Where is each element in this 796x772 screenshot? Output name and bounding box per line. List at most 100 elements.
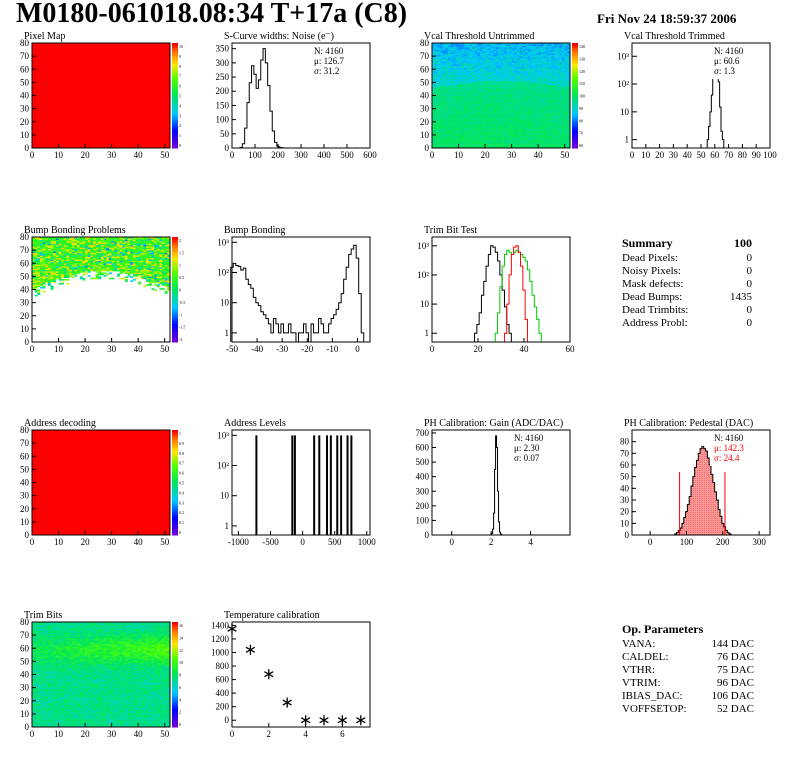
heatmap-cell bbox=[567, 120, 571, 123]
heatmap-cell bbox=[39, 271, 43, 273]
heatmap-cell bbox=[556, 141, 560, 144]
heatmap-cell bbox=[556, 91, 560, 94]
heatmap-cell bbox=[548, 99, 552, 102]
heatmap-cell bbox=[543, 65, 547, 67]
heatmap-cell bbox=[45, 261, 49, 264]
y-tick-label: 70 bbox=[20, 51, 30, 61]
heatmap-cell bbox=[482, 96, 486, 99]
heatmap-cell bbox=[551, 73, 555, 75]
heatmap-cell bbox=[63, 264, 67, 267]
heatmap-cell bbox=[490, 134, 494, 137]
heatmap-cell bbox=[516, 141, 520, 144]
heatmap-cell bbox=[50, 267, 54, 269]
heatmap-cell bbox=[562, 82, 565, 84]
heatmap-cell bbox=[450, 132, 454, 134]
heatmap-cell bbox=[535, 108, 539, 111]
heatmap-cell bbox=[437, 66, 441, 69]
heatmap-cell bbox=[559, 134, 563, 137]
heatmap-cell bbox=[527, 145, 531, 147]
palette-step bbox=[172, 106, 178, 110]
heatmap-cell bbox=[556, 109, 560, 112]
heatmap-cell bbox=[487, 120, 491, 123]
heatmap-cell bbox=[463, 83, 467, 86]
heatmap-cell bbox=[432, 94, 435, 96]
heatmap-cell bbox=[434, 121, 438, 124]
heatmap-cell bbox=[442, 56, 446, 58]
heatmap-cell bbox=[508, 107, 512, 109]
heatmap-cell bbox=[45, 264, 49, 267]
heatmap-cell bbox=[546, 74, 550, 77]
heatmap-cell bbox=[524, 78, 528, 81]
heatmap-cell bbox=[479, 65, 483, 67]
heatmap-cell bbox=[554, 71, 558, 74]
heatmap-cell bbox=[493, 54, 496, 57]
heatmap-cell bbox=[567, 96, 571, 99]
heatmap-cell bbox=[530, 141, 534, 144]
heatmap-cell bbox=[474, 67, 478, 70]
heatmap-cell bbox=[506, 88, 510, 91]
heatmap-cell bbox=[506, 130, 510, 133]
heatmap-cell bbox=[432, 81, 435, 83]
heatmap-cell bbox=[564, 142, 568, 145]
heatmap-cell bbox=[506, 58, 510, 61]
heatmap-cell bbox=[506, 83, 510, 86]
heatmap-cell bbox=[39, 239, 43, 242]
palette-step bbox=[572, 119, 578, 123]
heatmap-cell bbox=[450, 134, 454, 137]
heatmap-cell bbox=[471, 123, 475, 125]
heatmap-cell bbox=[55, 254, 59, 256]
heatmap-cell bbox=[527, 102, 531, 104]
heatmap-cell bbox=[32, 286, 35, 289]
heatmap-cell bbox=[477, 46, 481, 49]
heatmap-cell bbox=[548, 87, 552, 90]
heatmap-cell bbox=[535, 95, 539, 98]
heatmap-cell bbox=[562, 115, 565, 117]
heatmap-cell bbox=[548, 119, 552, 121]
heatmap-cell bbox=[442, 130, 446, 133]
heatmap-cell bbox=[466, 116, 470, 119]
heatmap-cell bbox=[447, 52, 451, 54]
heatmap-cell bbox=[548, 96, 552, 99]
heatmap-cell bbox=[455, 81, 459, 83]
heatmap-cell bbox=[548, 69, 552, 71]
heatmap-cell bbox=[458, 71, 462, 74]
heatmap-cell bbox=[463, 81, 467, 83]
heatmap-cell bbox=[564, 107, 568, 109]
heatmap-cell bbox=[548, 146, 552, 149]
heatmap-cell bbox=[466, 92, 470, 95]
heatmap-cell bbox=[461, 74, 465, 77]
heatmap-cell bbox=[437, 146, 441, 149]
heatmap-cell bbox=[66, 246, 70, 248]
heatmap-cell bbox=[538, 136, 542, 138]
heatmap-cell bbox=[58, 237, 62, 239]
heatmap-cell bbox=[551, 95, 555, 98]
heatmap-cell bbox=[548, 124, 552, 126]
heatmap-cell bbox=[455, 52, 459, 54]
heatmap-cell bbox=[455, 133, 459, 136]
heatmap-cell bbox=[511, 137, 515, 140]
heatmap-cell bbox=[34, 277, 38, 280]
heatmap-cell bbox=[498, 121, 502, 124]
heatmap-cell bbox=[479, 99, 483, 102]
heatmap-cell bbox=[442, 140, 446, 142]
heatmap-cell bbox=[543, 77, 547, 79]
heatmap-cell bbox=[519, 133, 523, 136]
heatmap-cell bbox=[508, 146, 512, 149]
heatmap-cell bbox=[461, 60, 465, 62]
heatmap-cell bbox=[432, 48, 435, 50]
heatmap-cell bbox=[514, 130, 518, 133]
heatmap-cell bbox=[437, 134, 441, 137]
heatmap-cell bbox=[479, 123, 483, 125]
heatmap-cell bbox=[554, 65, 558, 67]
heatmap-cell bbox=[453, 111, 457, 113]
heatmap-cell bbox=[506, 107, 510, 109]
heatmap-cell bbox=[530, 75, 534, 78]
heatmap-cell bbox=[477, 141, 481, 144]
heatmap-cell bbox=[506, 133, 510, 136]
heatmap-cell bbox=[556, 100, 560, 103]
heatmap-cell bbox=[55, 265, 59, 268]
heatmap-cell bbox=[538, 140, 542, 142]
plot-title: Vcal Threshold Untrimmed bbox=[424, 31, 534, 42]
heatmap-cell bbox=[471, 54, 475, 57]
heatmap-cell bbox=[469, 74, 473, 77]
